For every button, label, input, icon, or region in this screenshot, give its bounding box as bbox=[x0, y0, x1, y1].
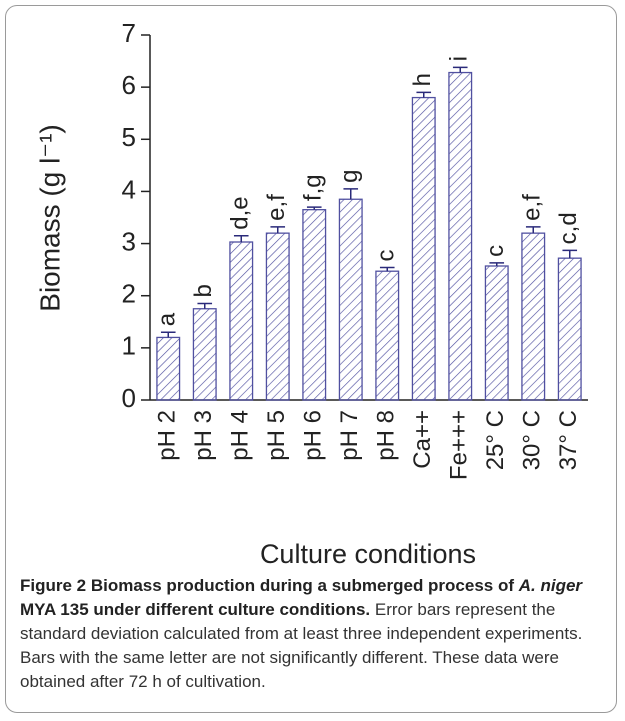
bar bbox=[156, 336, 181, 401]
significance-label: h bbox=[409, 73, 436, 86]
bar bbox=[411, 96, 436, 401]
significance-label: f,g bbox=[300, 174, 327, 201]
y-axis-label: Biomass (g l⁻¹) bbox=[34, 124, 65, 311]
bar bbox=[302, 209, 327, 401]
error-bar bbox=[525, 226, 541, 234]
error-bar bbox=[416, 91, 432, 98]
y-tick-label: 4 bbox=[122, 174, 136, 204]
x-tick-label: pH 7 bbox=[336, 410, 363, 461]
x-tick-label: pH 3 bbox=[190, 410, 217, 461]
bar bbox=[448, 71, 473, 401]
y-tick-label: 7 bbox=[122, 18, 136, 48]
error-bar bbox=[160, 331, 176, 338]
error-bar bbox=[489, 262, 505, 266]
x-tick-label: 30° C bbox=[519, 410, 546, 470]
significance-label: g bbox=[336, 169, 363, 182]
significance-label: i bbox=[446, 56, 473, 61]
caption-text: Error bars represent the standard deviat… bbox=[20, 600, 583, 691]
x-tick-label: 25° C bbox=[482, 410, 509, 470]
y-tick-label: 1 bbox=[122, 331, 136, 361]
y-tick-label: 6 bbox=[122, 70, 136, 100]
bar bbox=[521, 232, 546, 401]
bar bbox=[192, 308, 217, 401]
x-tick-label: pH 4 bbox=[227, 410, 254, 461]
significance-label: c bbox=[482, 245, 509, 257]
x-tick-label: pH 8 bbox=[373, 410, 400, 461]
error-bar bbox=[233, 235, 249, 243]
x-tick-label: Ca++ bbox=[409, 410, 436, 469]
figure-frame bbox=[5, 5, 617, 713]
error-bar bbox=[343, 188, 359, 200]
x-tick-label: 37° C bbox=[555, 410, 582, 470]
x-tick-label: Fe+++ bbox=[446, 410, 473, 480]
error-bar bbox=[379, 266, 395, 272]
bar bbox=[265, 232, 290, 401]
chart: Biomass (g l⁻¹) Culture conditions 0 1 2 3 4… bbox=[34, 18, 588, 569]
x-axis-label: Culture conditions bbox=[260, 539, 476, 569]
y-tick-label: 0 bbox=[122, 383, 136, 413]
y-tick-label: 2 bbox=[122, 279, 136, 309]
bar bbox=[338, 198, 363, 401]
caption-species: A. niger bbox=[518, 576, 583, 595]
error-bar bbox=[270, 226, 286, 234]
significance-label: e,f bbox=[519, 194, 546, 221]
error-bar bbox=[452, 66, 468, 73]
significance-label: d,e bbox=[227, 196, 254, 229]
y-tick-label: 5 bbox=[122, 122, 136, 152]
bar bbox=[484, 265, 509, 401]
significance-label: c,d bbox=[555, 212, 582, 244]
significance-label: a bbox=[154, 312, 181, 326]
caption: Figure 2 Biomass production during a sub… bbox=[20, 574, 605, 694]
bar bbox=[229, 241, 254, 401]
error-bar bbox=[562, 249, 578, 259]
bar bbox=[557, 257, 582, 401]
bar bbox=[375, 270, 400, 401]
x-tick-label: pH 5 bbox=[263, 410, 290, 461]
x-tick-label: pH 2 bbox=[154, 410, 181, 461]
error-bar bbox=[306, 206, 322, 210]
error-bar bbox=[197, 302, 213, 309]
caption-title: Figure 2 Biomass production during a sub… bbox=[20, 576, 519, 595]
significance-label: b bbox=[190, 284, 217, 297]
significance-label: c bbox=[373, 250, 400, 262]
y-tick-label: 3 bbox=[122, 226, 136, 256]
caption-title-end: MYA 135 under different culture conditio… bbox=[20, 600, 371, 619]
x-tick-label: pH 6 bbox=[300, 410, 327, 461]
significance-label: e,f bbox=[263, 194, 290, 221]
